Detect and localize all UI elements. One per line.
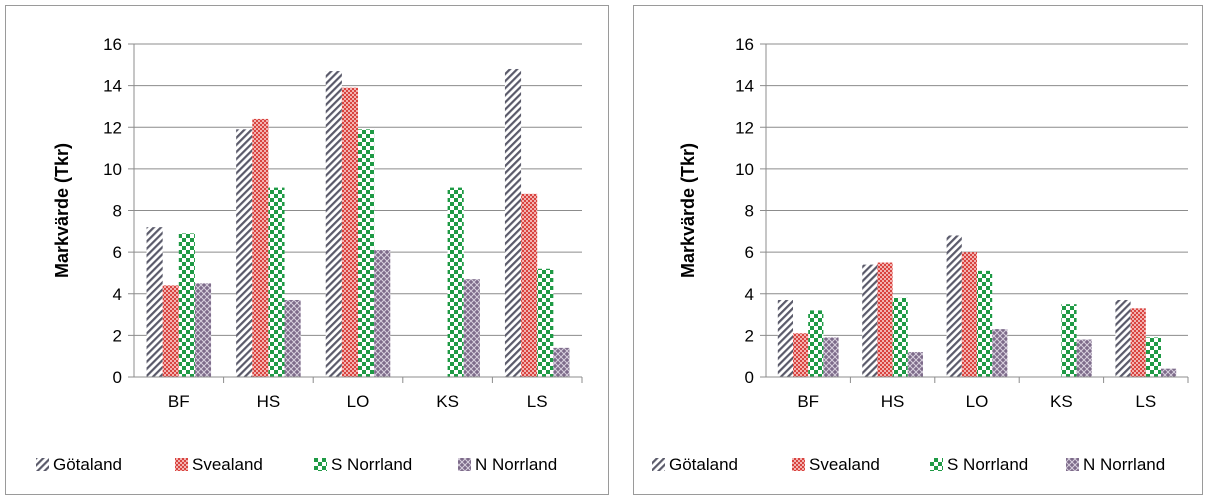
y-tick-label-14: 14 xyxy=(735,77,754,96)
y-tick-label-16: 16 xyxy=(103,35,122,54)
bar-svealand-bf xyxy=(162,285,179,377)
bar-n-norrland-hs xyxy=(284,299,301,377)
legend: Götaland Svealand S Norrland N Norrland xyxy=(652,455,1165,474)
y-tick-label-6: 6 xyxy=(745,243,754,262)
legend-swatch-gotaland xyxy=(36,458,49,471)
y-tick-label-10: 10 xyxy=(103,160,122,179)
bar-svealand-hs xyxy=(877,262,893,377)
bar-n-norrland-lo xyxy=(374,250,391,377)
x-tick-label-lo: LO xyxy=(347,392,370,411)
chart-panel-left: 0 2 4 6 8 10 12 14 16 BF HS LO KS LS Markvärde (Tkr)… xyxy=(5,5,609,495)
legend-swatch-n-norrland xyxy=(1066,458,1079,471)
y-tick-label-0: 0 xyxy=(113,368,122,387)
x-tick-label-bf: BF xyxy=(168,392,190,411)
y-tick-label-6: 6 xyxy=(113,243,122,262)
legend-swatch-s-norrland xyxy=(314,458,327,471)
x-tick-label-ls: LS xyxy=(1135,392,1156,411)
bar-n-norrland-ks xyxy=(1076,339,1092,377)
y-tick-label-16: 16 xyxy=(735,35,754,54)
bar-s-norrland-hs xyxy=(268,187,285,377)
x-tick-label-ks: KS xyxy=(436,392,459,411)
x-tick-labels: BF HS LO KS LS xyxy=(797,392,1156,411)
bar-gotaland-ls xyxy=(504,68,522,377)
y-axis-label: Markvärde (Tkr) xyxy=(52,143,72,278)
bar-s-norrland-bf xyxy=(178,233,195,377)
x-tick-label-lo: LO xyxy=(966,392,989,411)
bar-svealand-ls xyxy=(521,193,538,377)
y-tick-label-12: 12 xyxy=(735,118,754,137)
bar-gotaland-bf xyxy=(146,227,163,377)
legend-swatch-s-norrland xyxy=(930,458,943,471)
y-tick-labels: 0 2 4 6 8 10 12 14 16 xyxy=(735,35,754,387)
legend-label-n-norrland: N Norrland xyxy=(1083,455,1165,474)
bar-s-norrland-ls xyxy=(537,268,554,377)
y-tick-label-8: 8 xyxy=(113,202,122,221)
bar-gotaland-lo xyxy=(946,235,962,377)
y-tick-labels: 0 2 4 6 8 10 12 14 16 xyxy=(103,35,122,387)
legend-label-gotaland: Götaland xyxy=(669,455,738,474)
y-tick-label-8: 8 xyxy=(745,202,754,221)
y-tick-label-10: 10 xyxy=(735,160,754,179)
x-tick-label-ks: KS xyxy=(1050,392,1073,411)
chart-panel-right: 0 2 4 6 8 10 12 14 16 BF HS LO KS LS Markvärde (Tkr)… xyxy=(633,5,1203,495)
bar-chart-right: 0 2 4 6 8 10 12 14 16 BF HS LO KS LS Markvärde (Tkr)… xyxy=(652,35,1189,474)
bar-s-norrland-lo xyxy=(977,270,993,377)
bar-svealand-lo xyxy=(961,252,977,377)
legend-label-s-norrland: S Norrland xyxy=(331,455,412,474)
legend-swatch-svealand xyxy=(175,458,188,471)
bar-svealand-lo xyxy=(341,87,358,378)
legend-swatch-n-norrland xyxy=(458,458,471,471)
bar-gotaland-lo xyxy=(325,71,342,378)
x-tick-labels: BF HS LO KS LS xyxy=(168,392,548,411)
bar-n-norrland-hs xyxy=(907,352,923,377)
bar-gotaland-ls xyxy=(1115,299,1131,377)
bar-s-norrland-lo xyxy=(358,129,375,377)
bar-svealand-ls xyxy=(1130,308,1146,377)
bar-chart-left: 0 2 4 6 8 10 12 14 16 BF HS LO KS LS Markvärde (Tkr)… xyxy=(36,35,583,474)
bars xyxy=(777,235,1177,377)
y-tick-label-2: 2 xyxy=(113,326,122,345)
bar-n-norrland-bf xyxy=(194,283,212,377)
legend-label-gotaland: Götaland xyxy=(53,455,122,474)
bar-s-norrland-ks xyxy=(1061,304,1077,377)
bar-gotaland-hs xyxy=(862,264,878,377)
legend-swatch-gotaland xyxy=(652,458,665,471)
bar-svealand-bf xyxy=(793,333,809,377)
y-tick-label-4: 4 xyxy=(745,285,754,304)
axes xyxy=(128,43,583,383)
bar-n-norrland-ks xyxy=(463,279,480,377)
y-tick-label-14: 14 xyxy=(103,77,122,96)
legend-label-n-norrland: N Norrland xyxy=(475,455,557,474)
bar-svealand-hs xyxy=(252,118,269,378)
y-tick-label-4: 4 xyxy=(113,285,122,304)
legend: Götaland Svealand S Norrland N Norrland xyxy=(36,455,557,474)
bar-n-norrland-ls xyxy=(1160,368,1177,377)
bars xyxy=(146,68,570,378)
bar-n-norrland-lo xyxy=(992,329,1008,377)
legend-label-s-norrland: S Norrland xyxy=(947,455,1028,474)
bar-s-norrland-ks xyxy=(447,187,464,377)
x-tick-label-hs: HS xyxy=(257,392,281,411)
y-tick-label-2: 2 xyxy=(745,326,754,345)
bar-gotaland-bf xyxy=(777,299,794,377)
bar-gotaland-hs xyxy=(236,129,253,377)
legend-swatch-svealand xyxy=(792,458,805,471)
bar-n-norrland-bf xyxy=(823,337,839,377)
y-tick-label-0: 0 xyxy=(745,368,754,387)
x-tick-label-bf: BF xyxy=(797,392,819,411)
x-tick-label-ls: LS xyxy=(527,392,548,411)
legend-label-svealand: Svealand xyxy=(809,455,880,474)
bar-s-norrland-ls xyxy=(1145,337,1161,377)
bar-n-norrland-ls xyxy=(553,347,570,377)
y-tick-label-12: 12 xyxy=(103,118,122,137)
legend-label-svealand: Svealand xyxy=(192,455,263,474)
x-tick-label-hs: HS xyxy=(881,392,905,411)
bar-s-norrland-bf xyxy=(808,310,824,377)
bar-s-norrland-hs xyxy=(892,297,908,377)
y-axis-label: Markvärde (Tkr) xyxy=(678,143,698,278)
axes xyxy=(760,43,1189,383)
